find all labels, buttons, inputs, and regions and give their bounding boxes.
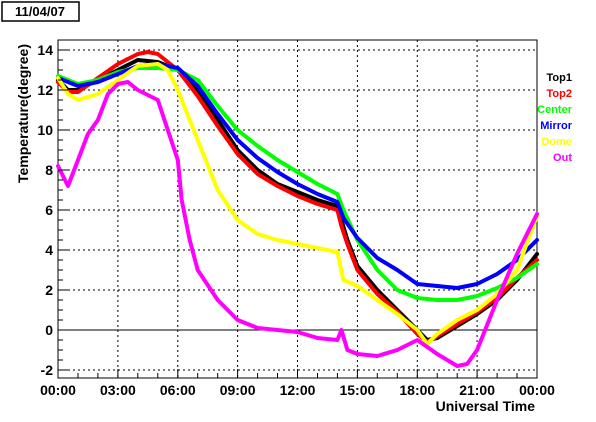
x-tick-label: 12:00 xyxy=(280,382,316,398)
series-line-center xyxy=(56,66,539,302)
legend-entry-mirror: Mirror xyxy=(540,120,573,132)
x-tick-label: 18:00 xyxy=(399,382,435,398)
chart-title-box: 11/04/07 xyxy=(1,1,80,22)
legend: Top1 Top2 Center Mirror Dome Out xyxy=(537,72,573,164)
x-tick-label: 15:00 xyxy=(339,382,375,398)
legend-entry-top1: Top1 xyxy=(547,72,572,84)
series-lines xyxy=(56,50,539,368)
x-tick-label: 00:00 xyxy=(40,382,76,398)
y-axis-title: Temperature(degree) xyxy=(15,44,31,183)
axis-ticks xyxy=(57,49,538,378)
legend-entry-out: Out xyxy=(553,152,572,164)
y-tick-label: 8 xyxy=(45,162,53,178)
legend-entry-top2: Top2 xyxy=(547,88,572,100)
y-tick-label: 14 xyxy=(37,42,53,58)
y-tick-label: 0 xyxy=(45,322,53,338)
series-line-dome xyxy=(56,62,539,346)
x-tick-label: 00:00 xyxy=(519,382,555,398)
tick-labels: 00:00 03:00 06:00 09:00 12:00 15:00 18:00 21:00… xyxy=(37,42,555,398)
x-axis-title: Universal Time xyxy=(436,398,536,414)
series-line-out xyxy=(56,80,539,368)
y-tick-label: 4 xyxy=(45,242,53,258)
x-tick-label: 21:00 xyxy=(459,382,495,398)
y-tick-label: 12 xyxy=(37,82,53,98)
title-box-frame xyxy=(1,1,80,22)
y-tick-label: -2 xyxy=(41,362,54,378)
legend-entry-center: Center xyxy=(537,104,573,116)
chart-title: 11/04/07 xyxy=(15,4,65,19)
x-tick-label: 09:00 xyxy=(220,382,256,398)
y-tick-label: 6 xyxy=(45,202,53,218)
legend-entry-dome: Dome xyxy=(541,136,572,148)
x-tick-label: 06:00 xyxy=(160,382,196,398)
x-tick-label: 03:00 xyxy=(100,382,136,398)
y-tick-label: 2 xyxy=(45,282,53,298)
y-tick-label: 10 xyxy=(37,122,53,138)
